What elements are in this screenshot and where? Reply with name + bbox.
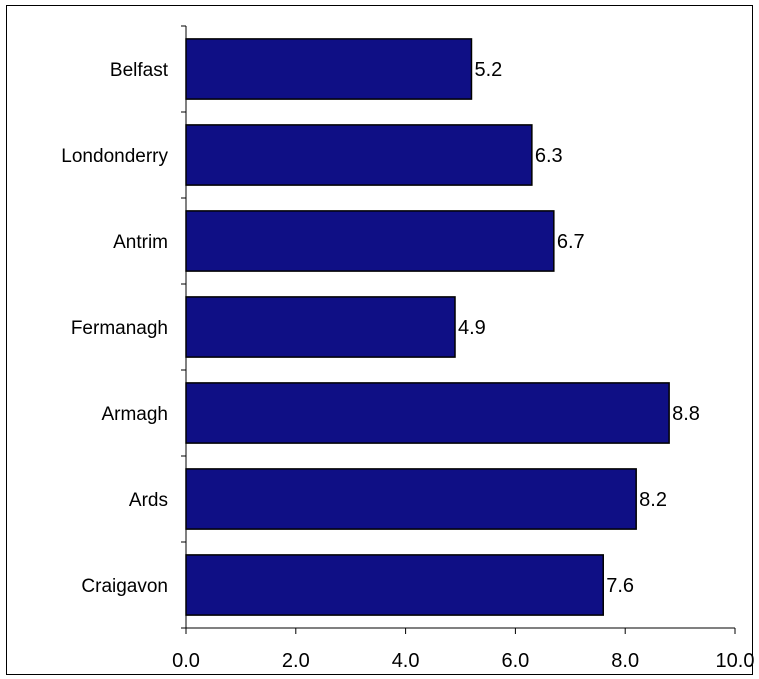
x-tick-label: 6.0 [501, 650, 529, 672]
x-tick-label: 2.0 [282, 650, 310, 672]
bar-ards [185, 468, 637, 530]
bar-armagh [185, 382, 670, 444]
data-label: 4.9 [458, 317, 486, 339]
category-label: Craigavon [81, 576, 168, 597]
category-label: Antrim [113, 232, 168, 253]
bars-layer [185, 38, 670, 616]
data-label: 6.7 [557, 231, 585, 253]
x-tick-label: 10.0 [716, 650, 755, 672]
bar-londonderry [185, 124, 533, 186]
x-tick-label: 8.0 [611, 650, 639, 672]
category-label: Belfast [110, 60, 169, 81]
data-label: 6.3 [535, 145, 563, 167]
x-tick-label: 0.0 [172, 650, 200, 672]
bar-antrim [185, 210, 555, 272]
category-label: Fermanagh [71, 318, 168, 339]
category-label: Londonderry [61, 146, 168, 167]
category-label: Ards [129, 490, 168, 511]
x-tick-label: 4.0 [392, 650, 420, 672]
labels-layer: Belfast 5.2 Londonderry 6.3 Antrim 6.7 Fermana… [61, 59, 754, 672]
category-label: Armagh [101, 404, 168, 425]
axes-layer [181, 25, 736, 634]
data-label: 7.6 [606, 575, 634, 597]
data-label: 5.2 [474, 59, 502, 81]
data-label: 8.8 [672, 403, 700, 425]
data-label: 8.2 [639, 489, 667, 511]
bar-belfast [185, 38, 473, 100]
bar-fermanagh [185, 296, 456, 358]
bar-craigavon [185, 554, 604, 616]
